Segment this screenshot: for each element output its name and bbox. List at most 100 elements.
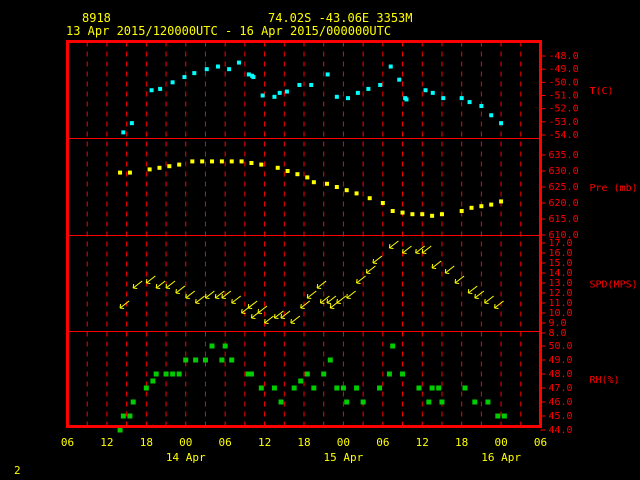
rh-point	[472, 399, 478, 405]
wind-head	[336, 298, 338, 304]
temp-point	[309, 82, 314, 87]
rh-point	[245, 371, 251, 377]
pressure-point	[439, 212, 444, 217]
wind-arrow	[316, 280, 327, 289]
wind-head	[336, 302, 341, 304]
wind-head	[346, 293, 348, 299]
temp-point	[227, 67, 232, 72]
wind-arrow	[336, 295, 347, 304]
temp-point	[260, 93, 265, 98]
rh-point	[436, 385, 442, 391]
rh-point	[354, 385, 360, 391]
wind-head	[300, 303, 302, 309]
wind-arrow	[214, 290, 225, 299]
pressure-point	[210, 159, 215, 164]
wind-head	[221, 297, 226, 299]
wind-arrow	[421, 245, 432, 254]
temp-point	[378, 82, 383, 87]
wind-head	[307, 297, 312, 299]
wind-arrow	[165, 280, 176, 289]
wind-shaft	[484, 295, 494, 304]
rh-point	[258, 385, 264, 391]
pressure-point	[499, 199, 504, 204]
temp-point	[334, 94, 339, 99]
temp-point	[346, 96, 351, 101]
wind-head	[484, 298, 486, 304]
wind-head	[319, 298, 322, 304]
wind-shaft	[494, 300, 504, 309]
y-tick-label: 620.0	[549, 198, 579, 209]
rh-point	[321, 371, 327, 377]
wind-head	[146, 282, 151, 284]
temp-point	[366, 86, 371, 91]
wind-shaft	[221, 290, 232, 299]
time-range: 13 Apr 2015/120000UTC - 16 Apr 2015/0000…	[66, 24, 391, 38]
pressure-point	[127, 170, 132, 175]
wind-head	[133, 287, 138, 289]
wind-shaft	[326, 295, 337, 304]
pressure-point	[219, 159, 224, 164]
wind-shaft	[280, 310, 291, 319]
wind-arrow	[195, 295, 205, 304]
wind-arrow	[185, 290, 196, 299]
rh-point	[501, 413, 507, 419]
wind-shaft	[474, 290, 485, 299]
y-tick-label: 15.0	[549, 258, 573, 269]
temp-point	[423, 88, 428, 93]
rh-point	[485, 399, 491, 405]
wind-arrow	[494, 300, 504, 309]
rh-point	[334, 385, 340, 391]
wind-arrow	[175, 285, 186, 294]
wind-head	[415, 252, 420, 254]
y-tick-label: 17.0	[549, 238, 573, 249]
pressure-point	[229, 159, 234, 164]
temp-point	[499, 121, 504, 126]
station-coords: 74.02S -43.06E 3353M	[268, 11, 413, 25]
rh-point	[360, 399, 366, 405]
wind-arrow	[402, 245, 412, 254]
wind-head	[215, 297, 220, 299]
rh-point	[202, 357, 208, 363]
y-tick-label: 47.0	[549, 383, 573, 394]
pressure-point	[367, 196, 372, 201]
wind-shaft	[205, 290, 215, 299]
x-tick-label: 00	[494, 436, 507, 449]
pressure-point	[459, 209, 464, 213]
wind-shaft	[247, 300, 258, 309]
pressure-point	[489, 202, 494, 207]
pressure-point	[479, 204, 484, 209]
temp-point	[236, 60, 241, 65]
wind-head	[445, 272, 450, 274]
wind-shaft	[274, 310, 284, 319]
wind-head	[326, 298, 328, 304]
y-tick-label: 13.0	[549, 278, 573, 289]
rh-point	[304, 371, 310, 377]
wind-arrow	[300, 300, 311, 309]
temp-point	[251, 75, 256, 80]
wind-head	[221, 293, 223, 299]
temp-point	[388, 64, 393, 69]
pressure-point	[344, 188, 349, 193]
wind-head	[204, 293, 207, 299]
wind-shaft	[431, 260, 442, 269]
temp-point	[297, 82, 302, 87]
y-tick-label: 49.0	[549, 355, 573, 366]
rh-point	[222, 343, 228, 349]
wind-head	[264, 322, 269, 324]
temp-point	[170, 80, 175, 85]
wind-head	[444, 268, 447, 274]
temp-point	[215, 64, 220, 69]
y-tick-label: 9.0	[549, 318, 567, 329]
temp-point	[277, 90, 282, 95]
wind-arrow	[257, 305, 268, 314]
wind-arrow	[326, 295, 337, 304]
wind-head	[330, 307, 335, 309]
temp-point	[355, 90, 360, 95]
wind-shaft	[372, 255, 383, 264]
rh-point	[153, 371, 159, 377]
rh-point	[127, 413, 133, 419]
wind-head	[185, 297, 190, 299]
wind-head	[329, 303, 332, 309]
pressure-point	[177, 162, 182, 167]
